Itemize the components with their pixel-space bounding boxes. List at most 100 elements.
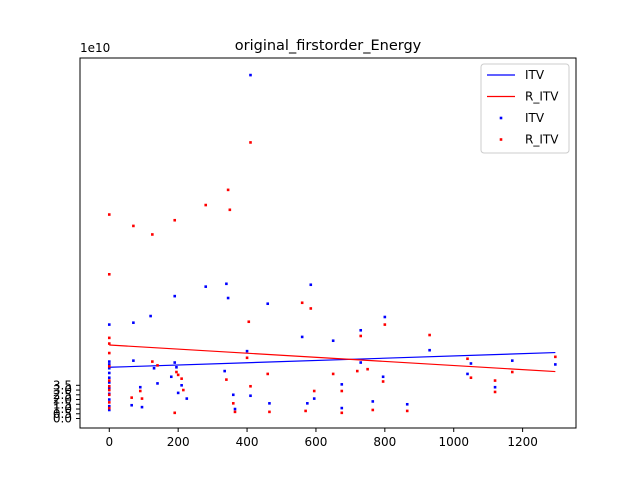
- data-point-itv: [225, 282, 228, 286]
- data-point-r-itv: [510, 370, 514, 374]
- data-point-r-itv: [340, 411, 344, 415]
- data-point-itv: [107, 376, 111, 380]
- data-point-itv: [268, 402, 271, 405]
- data-point-itv: [231, 393, 235, 397]
- x-tick-label: 1200: [507, 435, 538, 449]
- data-point-r-itv: [140, 397, 144, 400]
- data-point-r-itv: [312, 389, 316, 393]
- data-point-itv: [249, 394, 252, 398]
- data-point-r-itv: [355, 369, 359, 373]
- data-point-r-itv: [132, 224, 135, 228]
- data-point-itv: [107, 404, 111, 408]
- data-point-itv: [245, 349, 249, 353]
- data-point-itv: [469, 362, 473, 365]
- data-point-itv: [266, 302, 270, 306]
- data-point-r-itv: [493, 390, 497, 394]
- x-tick-label: 600: [304, 435, 327, 449]
- data-point-r-itv: [107, 379, 111, 382]
- data-point-r-itv: [182, 388, 185, 392]
- data-point-itv: [312, 397, 316, 400]
- data-point-itv: [107, 323, 111, 326]
- y-tick-label: 2.0: [53, 393, 72, 407]
- data-point-itv: [138, 385, 142, 389]
- data-point-itv: [107, 408, 111, 412]
- data-point-itv: [169, 375, 173, 379]
- data-point-r-itv: [173, 218, 177, 222]
- data-point-r-itv: [107, 406, 111, 410]
- data-point-itv: [107, 381, 111, 384]
- data-point-r-itv: [249, 141, 252, 144]
- x-tick-label: 800: [373, 435, 396, 449]
- data-point-itv: [149, 314, 152, 318]
- data-point-itv: [156, 382, 159, 385]
- legend-label: ITV: [525, 111, 545, 125]
- data-point-r-itv: [405, 409, 409, 413]
- data-point-itv: [428, 348, 431, 352]
- data-point-itv: [226, 296, 230, 300]
- data-point-itv: [493, 385, 497, 389]
- legend-label: ITV: [525, 68, 545, 82]
- data-point-r-itv: [331, 372, 335, 376]
- data-point-itv: [381, 375, 385, 379]
- data-point-r-itv: [151, 233, 154, 236]
- data-point-r-itv: [226, 188, 230, 192]
- data-point-r-itv: [340, 389, 344, 393]
- data-point-r-itv: [247, 320, 251, 324]
- data-point-itv: [405, 402, 409, 406]
- data-point-r-itv: [466, 357, 469, 361]
- data-point-r-itv: [107, 336, 111, 340]
- data-point-r-itv: [107, 365, 111, 368]
- data-point-itv: [130, 403, 133, 407]
- data-point-r-itv: [151, 360, 154, 363]
- data-point-itv: [466, 372, 469, 376]
- y-tick-label: 2.5: [53, 388, 72, 402]
- chart-title: original_firstorder_Energy: [235, 38, 422, 54]
- data-point-r-itv: [228, 208, 232, 212]
- data-point-itv: [140, 405, 144, 409]
- data-point-r-itv: [107, 273, 111, 276]
- data-point-r-itv: [107, 351, 111, 355]
- data-point-itv: [175, 365, 178, 369]
- data-point-itv: [107, 360, 111, 363]
- data-point-itv: [173, 361, 177, 364]
- data-point-r-itv: [359, 334, 363, 338]
- data-point-itv: [306, 402, 309, 405]
- data-point-itv: [180, 384, 183, 387]
- legend-marker-swatch: [499, 138, 503, 141]
- data-point-itv: [107, 366, 111, 370]
- y-tick-label: 3.0: [53, 383, 72, 397]
- x-tick-label: 1000: [438, 435, 469, 449]
- data-point-r-itv: [366, 367, 369, 371]
- data-point-r-itv: [138, 389, 142, 393]
- y-tick-label: 0.0: [53, 412, 72, 426]
- data-point-itv: [554, 363, 557, 366]
- data-point-r-itv: [107, 342, 111, 345]
- data-point-r-itv: [231, 402, 235, 405]
- data-point-itv: [107, 398, 111, 401]
- data-point-r-itv: [107, 401, 111, 404]
- data-point-r-itv: [225, 378, 228, 381]
- x-axis: 0 200 400 600 800 1000 1200: [105, 428, 538, 449]
- y-tick-label: 3.5: [53, 378, 72, 392]
- legend-marker-swatch: [499, 116, 503, 120]
- data-point-itv: [359, 328, 363, 332]
- data-point-itv: [249, 73, 252, 77]
- data-point-itv: [331, 339, 335, 343]
- data-point-r-itv: [173, 411, 177, 415]
- data-point-r-itv: [204, 203, 208, 207]
- data-point-itv: [152, 366, 156, 370]
- y-tick-label: 1.0: [53, 402, 72, 416]
- data-point-itv: [300, 335, 304, 339]
- plot-frame: [79, 57, 577, 429]
- data-point-r-itv: [176, 373, 180, 377]
- y-tick-label: 0.5: [53, 407, 72, 421]
- data-point-r-itv: [107, 388, 111, 392]
- data-point-itv: [233, 407, 237, 411]
- data-point-r-itv: [383, 323, 387, 326]
- data-point-r-itv: [300, 301, 304, 305]
- data-point-r-itv: [130, 396, 133, 399]
- x-tick-label: 200: [167, 435, 190, 449]
- data-point-r-itv: [371, 408, 375, 412]
- data-point-itv: [340, 406, 344, 410]
